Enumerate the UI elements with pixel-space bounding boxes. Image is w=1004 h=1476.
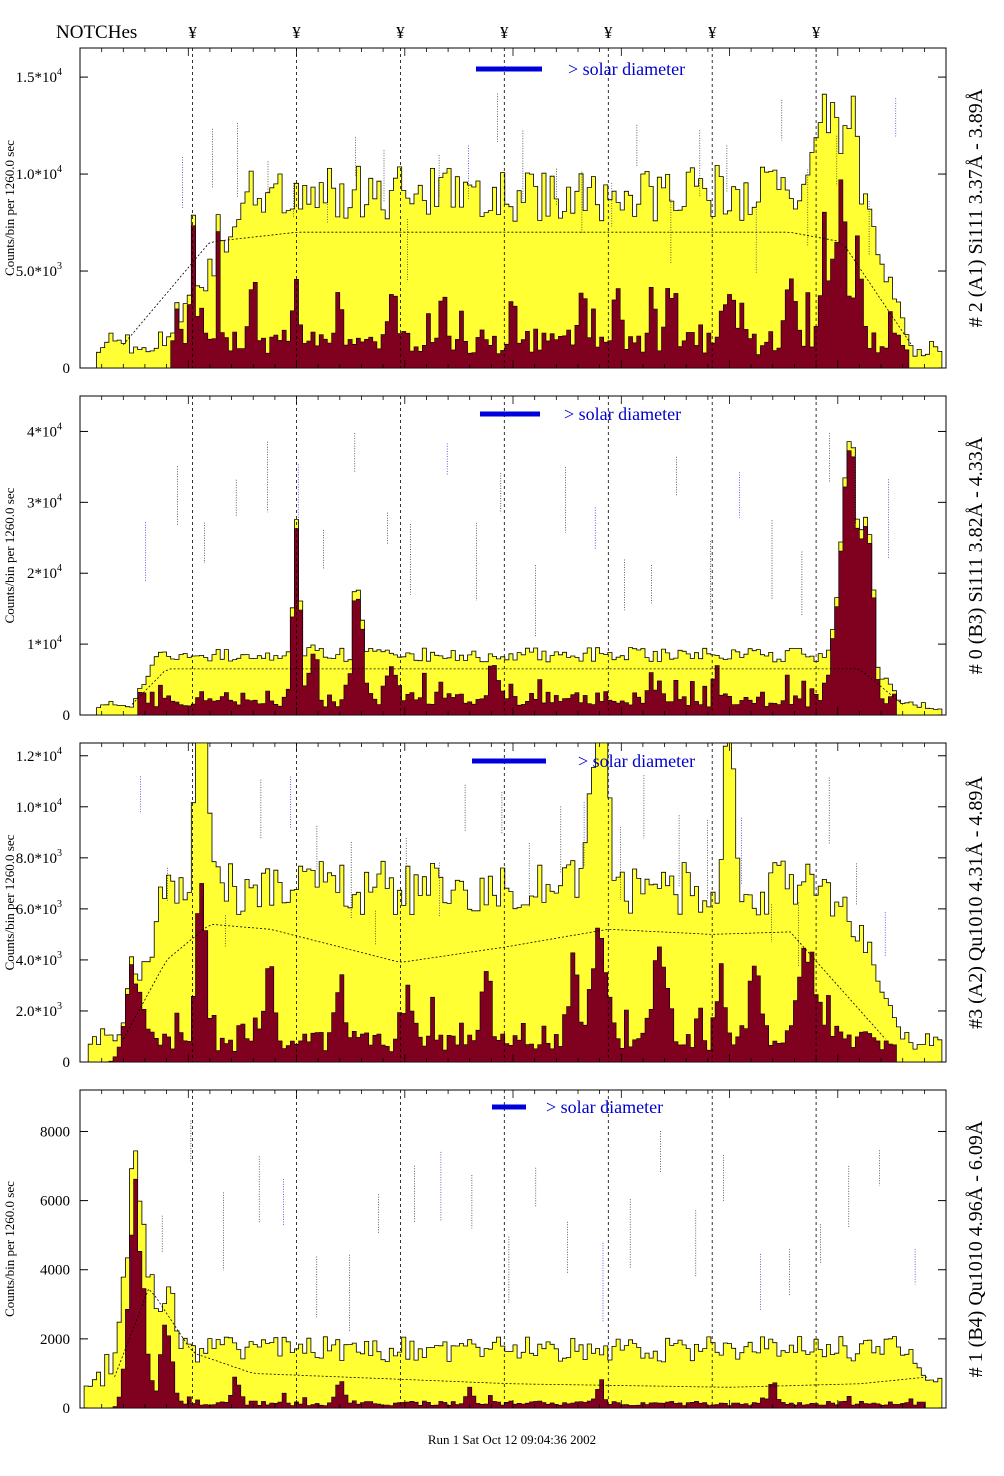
y-tick-label: 5.0*103 <box>16 261 62 280</box>
notch-marker-5: ¥ <box>708 23 717 42</box>
run-timestamp: Run 1 Sat Oct 12 09:04:36 2002 <box>428 1432 596 1447</box>
solar-diameter-label: > solar diameter <box>568 59 685 79</box>
panel-b3: 0 1*104 2*104 3*104 4*104 > solar diameter Cou… <box>2 395 987 724</box>
y-tick-label: 0 <box>63 1401 71 1417</box>
y-tick-exponent: 3 <box>57 848 62 859</box>
notch-marker-2: ¥ <box>396 23 405 42</box>
notch-marker-6: ¥ <box>812 23 821 42</box>
y-tick-label: 1.5*104 <box>16 67 62 86</box>
y-tick-label: 8.0*103 <box>16 848 62 867</box>
y-tick-label: 0 <box>63 361 71 377</box>
y-tick-exponent: 4 <box>57 67 62 78</box>
notch-marker-4: ¥ <box>604 23 613 42</box>
y-tick-exponent: 4 <box>57 492 62 503</box>
y-tick-label: 1.0*104 <box>16 797 62 816</box>
y-tick-label: 4*104 <box>27 421 62 440</box>
notches-label: NOTCHes <box>56 22 137 43</box>
model-curve <box>131 668 903 705</box>
y-axis-label: Counts/bin per 1260.0 sec <box>2 1181 17 1317</box>
notch-marker-1: ¥ <box>292 23 301 42</box>
y-tick-exponent: 3 <box>57 950 62 961</box>
y-tick-label: 4.0*103 <box>16 950 62 969</box>
panel-a2: 0 2.0*103 4.0*103 6.0*103 8.0*103 1.0*104 1.2*… <box>2 742 987 1071</box>
y-tick-exponent: 3 <box>57 1001 62 1012</box>
y-tick-exponent: 4 <box>57 634 62 645</box>
y-tick-label: 3*104 <box>27 492 62 511</box>
panel-b4: 0 2000 4000 6000 8000 > solar diameter Counts/… <box>2 1089 987 1417</box>
y-tick-exponent: 4 <box>57 421 62 432</box>
y-tick-label: 1.2*104 <box>16 746 62 765</box>
notch-marker-3: ¥ <box>500 23 509 42</box>
y-axis-label: Counts/bin per 1260.0 sec <box>2 140 17 276</box>
y-tick-label: 8000 <box>40 1125 70 1141</box>
y-tick-label: 1*104 <box>27 634 62 653</box>
y-tick-label: 2*104 <box>27 563 62 582</box>
y-tick-label: 6.0*103 <box>16 899 62 918</box>
y-axis-label: Counts/bin per 1260.0 sec <box>2 834 17 970</box>
y-tick-exponent: 3 <box>57 261 62 272</box>
model-curve <box>122 231 912 345</box>
y-tick-label: 0 <box>63 708 71 724</box>
y-tick-label: 1.0*104 <box>16 164 62 183</box>
y-tick-label: 2.0*103 <box>16 1001 62 1020</box>
model-curve <box>122 923 886 1040</box>
y-tick-label: 0 <box>63 1055 71 1071</box>
solar-diameter-label: > solar diameter <box>564 404 681 424</box>
y-tick-label: 4000 <box>40 1263 70 1279</box>
y-tick-label: 2000 <box>40 1332 70 1348</box>
notch-markers: ¥ ¥ ¥ ¥ ¥ ¥ ¥ <box>188 23 821 42</box>
model-curve <box>114 1288 929 1388</box>
y-tick-exponent: 4 <box>57 746 62 757</box>
notch-marker-0: ¥ <box>188 23 197 42</box>
solar-diameter-label: > solar diameter <box>546 1097 663 1117</box>
series-total-counts <box>80 1150 946 1409</box>
y-tick-exponent: 4 <box>57 563 62 574</box>
series-peak-counts <box>80 883 946 1063</box>
y-tick-exponent: 4 <box>57 164 62 175</box>
channel-label: # 0 (B3) Si111 3.82Å - 4.33Å <box>965 436 987 674</box>
y-tick-exponent: 4 <box>57 797 62 808</box>
channel-label: # 2 (A1) Si111 3.37Å - 3.89Å <box>965 88 987 327</box>
y-tick-exponent: 3 <box>57 899 62 910</box>
series-total-counts <box>80 742 946 1063</box>
channel-label: #3 (A2) Qu1010 4.31Å - 4.89Å <box>965 776 987 1029</box>
y-tick-label: 6000 <box>40 1194 70 1210</box>
solar-diameter-label: > solar diameter <box>578 751 695 771</box>
y-axis-label: Counts/bin per 1260.0 sec <box>2 487 17 623</box>
panel-a1: 0 5.0*103 1.0*104 1.5*104 > solar diameter Co… <box>2 47 987 377</box>
channel-label: # 1 (B4) Qu1010 4.96Å - 6.09Å <box>965 1120 987 1377</box>
